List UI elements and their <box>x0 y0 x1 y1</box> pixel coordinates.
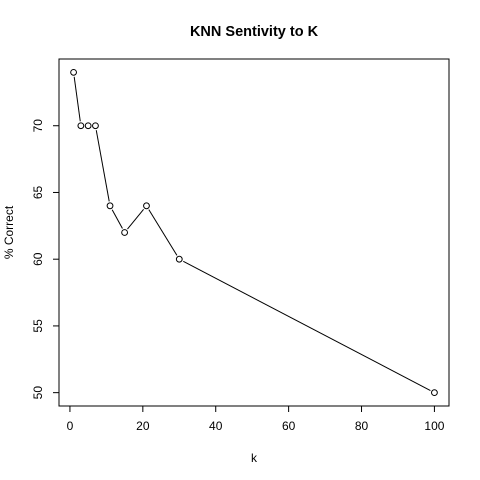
x-tick-label: 0 <box>67 419 74 433</box>
x-tick-label: 40 <box>209 419 223 433</box>
data-point <box>92 122 99 130</box>
data-point <box>175 255 183 263</box>
data-point <box>70 68 77 76</box>
y-tick-label: 70 <box>31 119 45 133</box>
series-line-segment <box>95 130 110 202</box>
series-line-segment <box>127 208 145 230</box>
chart-title: KNN Sentivity to K <box>190 24 319 40</box>
plot-frame <box>58 58 450 407</box>
x-axis: 0 20 40 60 80 100 <box>67 406 445 433</box>
plot-area <box>70 68 438 397</box>
series-line-segment <box>111 209 123 229</box>
y-axis: 50 55 60 65 70 <box>31 119 59 400</box>
y-tick-label: 65 <box>31 185 45 199</box>
series-line-segment <box>73 76 81 122</box>
data-point <box>121 229 129 236</box>
x-axis-label: k <box>251 451 258 465</box>
data-point <box>143 202 150 210</box>
data-point <box>77 122 85 130</box>
data-point <box>431 389 438 397</box>
y-axis-label: % Correct <box>2 205 16 259</box>
series-line-segment <box>183 260 431 392</box>
x-tick-label: 100 <box>424 419 444 433</box>
x-tick-label: 60 <box>282 419 296 433</box>
x-tick-label: 80 <box>355 419 369 433</box>
data-point <box>106 202 114 210</box>
series-line-segment <box>148 209 178 256</box>
y-tick-label: 55 <box>31 319 45 333</box>
x-tick-label: 20 <box>136 419 150 433</box>
data-point <box>84 122 92 130</box>
y-tick-label: 60 <box>31 252 45 266</box>
y-tick-label: 50 <box>31 386 45 400</box>
